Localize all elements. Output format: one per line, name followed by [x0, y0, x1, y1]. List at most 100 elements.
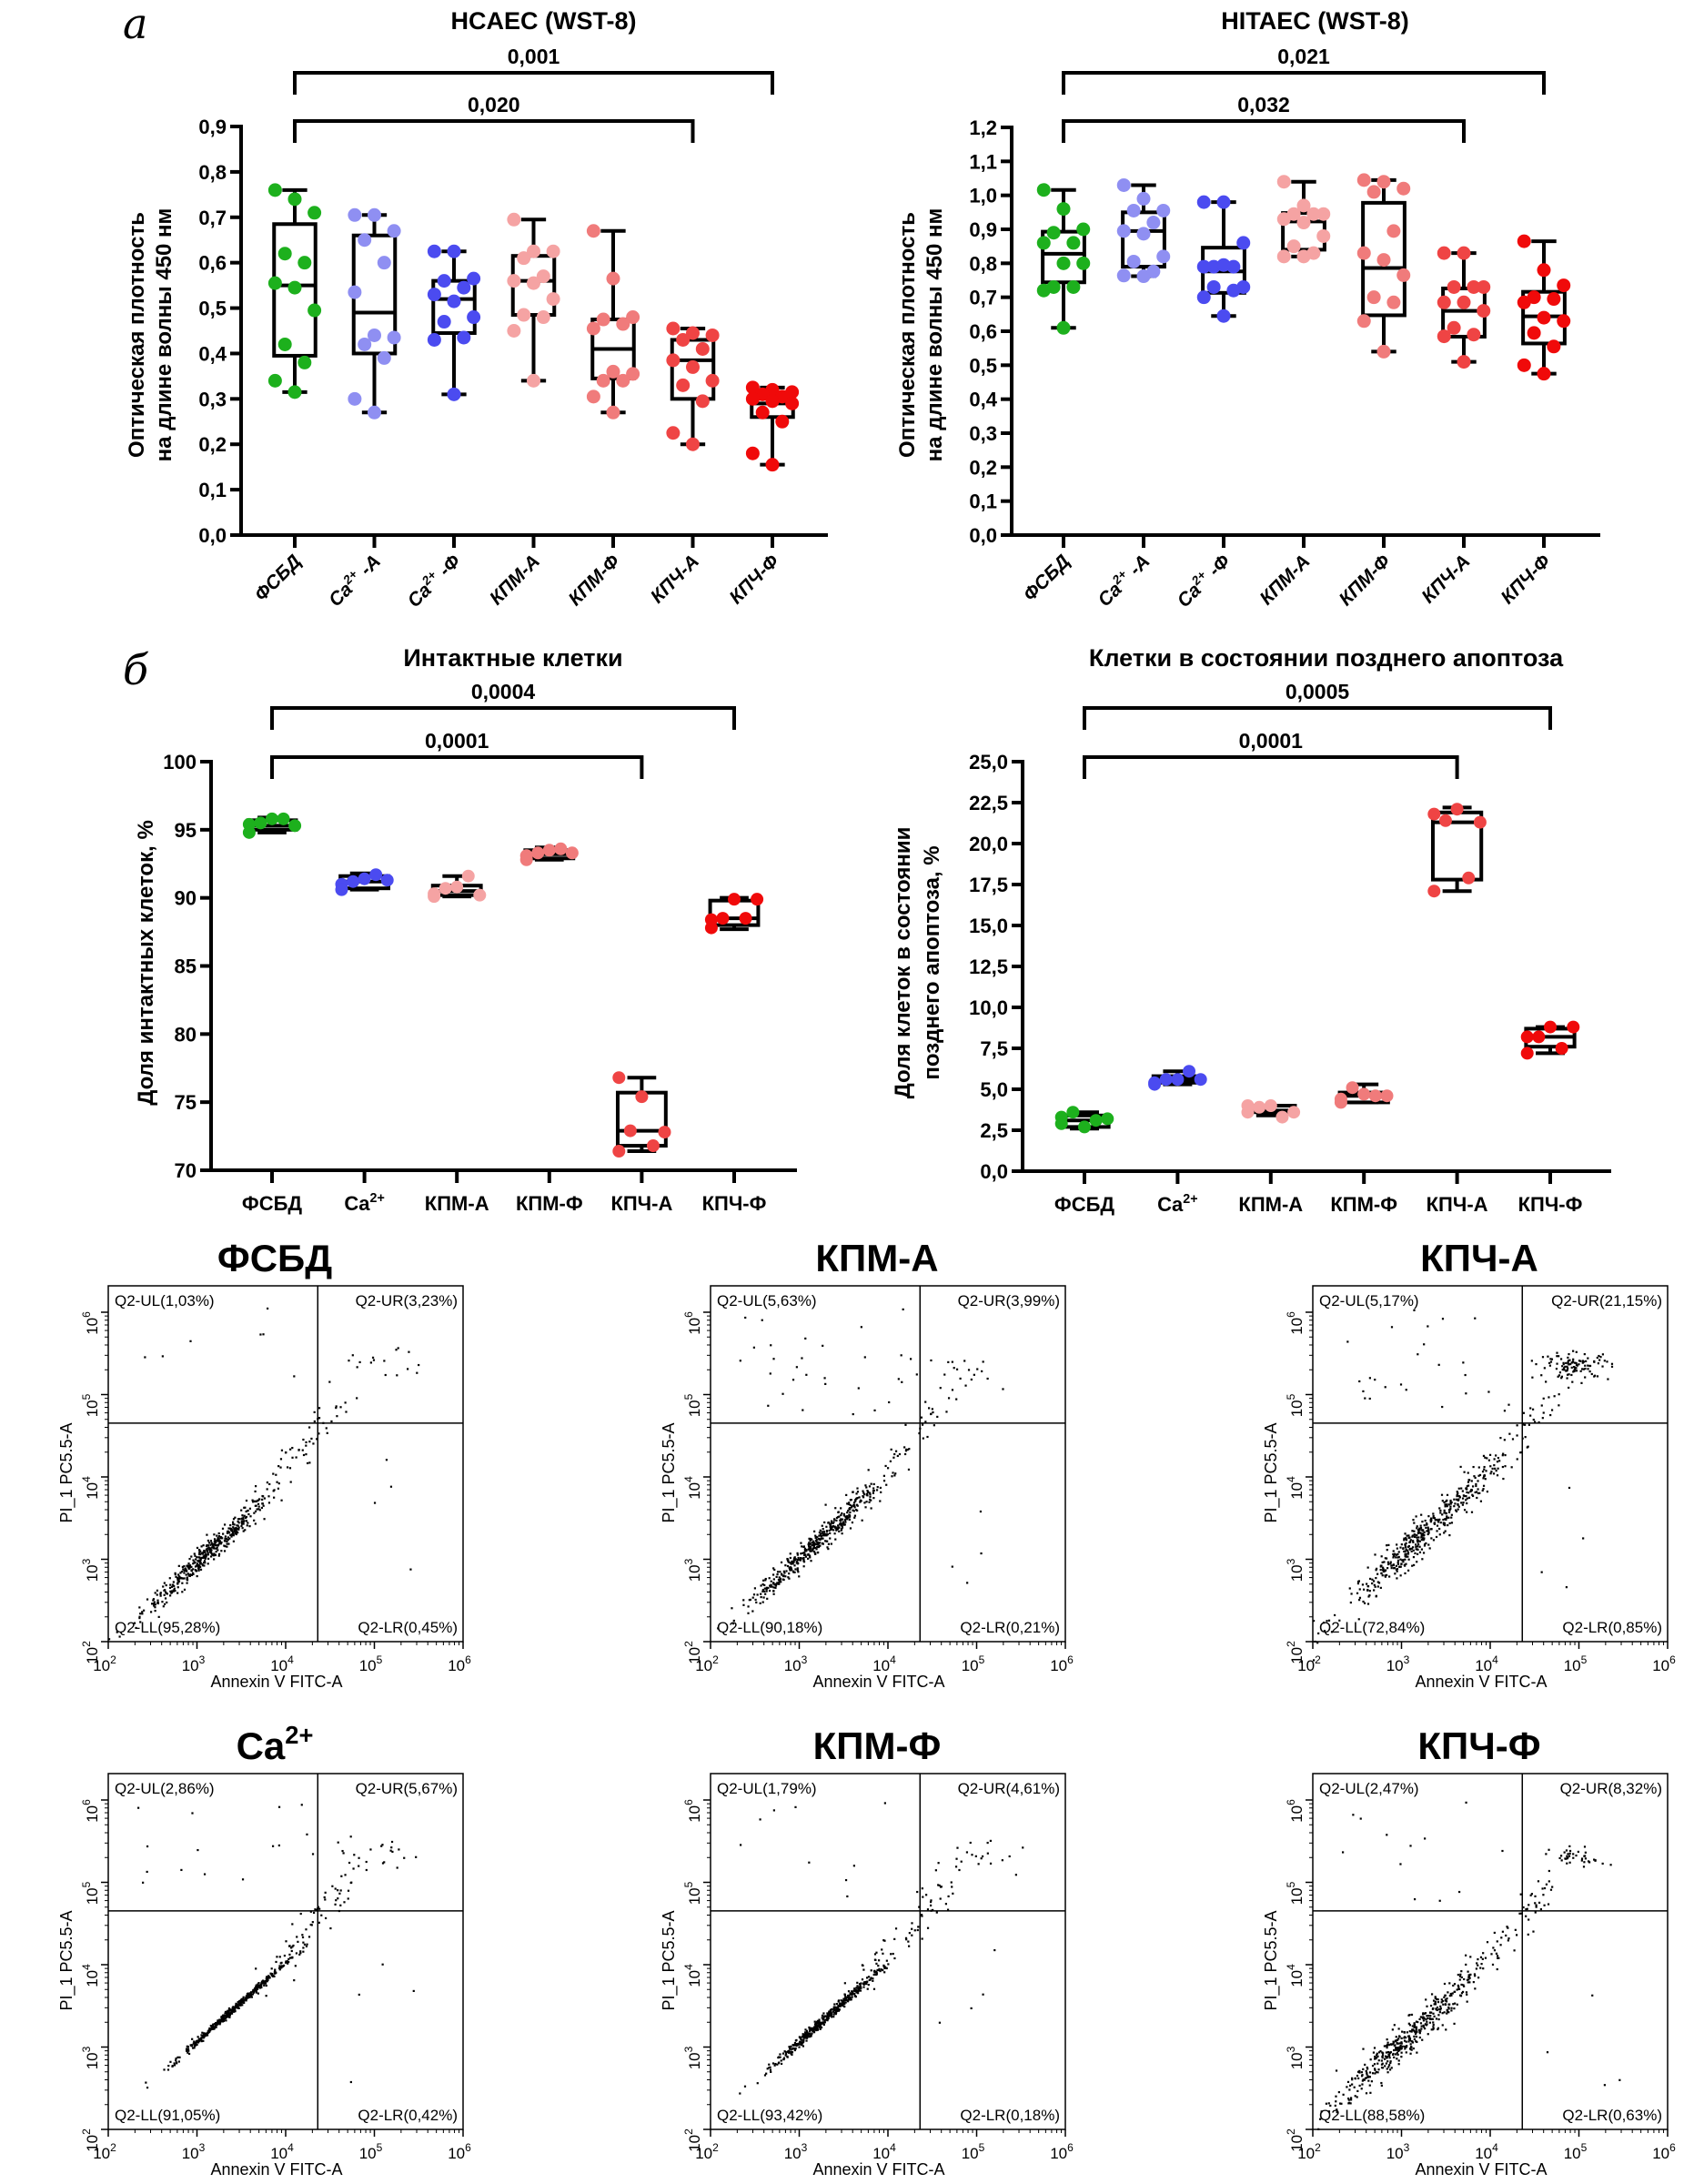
x-tick-label: 106 — [1652, 1653, 1676, 1674]
event-dot — [380, 1845, 383, 1847]
y-tick-label: 102 — [1285, 2128, 1306, 2152]
event-dot — [768, 2063, 771, 2066]
event-dot — [196, 1546, 199, 1550]
event-dot — [1415, 2028, 1417, 2031]
event-dot — [133, 1622, 136, 1624]
tick-exponent: 5 — [1285, 1881, 1297, 1887]
tick-exponent: 2 — [1315, 2141, 1321, 2154]
event-dot — [1584, 1367, 1587, 1370]
event-dot — [1439, 1512, 1442, 1514]
event-dot — [794, 1568, 797, 1571]
event-dot — [880, 1968, 883, 1971]
event-dot — [800, 1552, 802, 1555]
event-dot — [1428, 2017, 1431, 2020]
event-dot — [832, 2013, 835, 2016]
event-dot — [1572, 1856, 1575, 1859]
event-dot — [1380, 1564, 1383, 1567]
event-dot — [227, 1527, 230, 1530]
event-dot — [1429, 2004, 1433, 2007]
event-dot — [768, 1589, 771, 1592]
event-dot — [245, 1510, 247, 1513]
event-dot — [804, 1555, 807, 1558]
data-point — [1194, 1073, 1207, 1087]
event-dot — [259, 1983, 262, 1987]
event-dot — [1606, 1360, 1608, 1363]
event-dot — [1356, 2074, 1359, 2078]
event-dot — [822, 2023, 825, 2026]
event-dot — [1543, 1904, 1546, 1906]
event-dot — [1448, 1522, 1451, 1525]
event-dot — [1507, 1926, 1509, 1929]
quadrant-ul-label: Q2-UL(5,63%) — [717, 1292, 817, 1309]
event-dot — [1434, 2000, 1437, 2003]
event-dot — [1503, 1410, 1507, 1412]
event-dot — [944, 1903, 948, 1906]
data-point — [666, 321, 681, 336]
event-dot — [275, 1960, 277, 1964]
event-dot — [1396, 1570, 1398, 1572]
box-2 — [348, 207, 401, 420]
event-dot — [213, 1552, 216, 1555]
event-dot — [260, 1986, 263, 1989]
event-dot — [185, 2048, 188, 2050]
event-dot — [1578, 1360, 1581, 1362]
event-dot — [856, 1981, 859, 1984]
event-dot — [986, 1852, 989, 1855]
tick-base: 10 — [1288, 1805, 1306, 1823]
event-dot — [262, 1980, 266, 1983]
tick-exponent: 3 — [682, 1558, 695, 1564]
event-dot — [786, 2055, 789, 2058]
tick-exponent: 6 — [1285, 1311, 1297, 1318]
data-point — [1517, 358, 1531, 372]
x-tick-label: 102 — [695, 2141, 719, 2162]
event-dot — [1441, 1318, 1445, 1320]
event-dot — [1429, 1519, 1432, 1522]
event-dot — [1349, 2098, 1353, 2101]
event-dot — [1584, 1851, 1587, 1854]
event-dot — [873, 1953, 877, 1956]
event-dot — [186, 1564, 188, 1567]
event-dot — [242, 1516, 245, 1519]
tick-exponent: 2 — [110, 2141, 116, 2154]
event-dot — [816, 1545, 819, 1549]
data-point — [765, 394, 780, 409]
event-dot — [194, 1565, 197, 1568]
event-dot — [247, 1509, 249, 1512]
event-dot — [187, 1567, 190, 1571]
plot-title-text: ФСБД — [217, 1237, 332, 1279]
x-tick-label: 103 — [1386, 1653, 1410, 1674]
event-dot — [295, 1952, 298, 1955]
event-dot — [254, 1522, 257, 1525]
event-dot — [804, 2032, 807, 2035]
event-dot — [1515, 1934, 1518, 1936]
event-dot — [189, 1573, 192, 1576]
tick-exponent: 5 — [979, 2141, 985, 2154]
event-dot — [208, 1551, 212, 1553]
event-dot — [389, 1849, 392, 1852]
box-1 — [1054, 1106, 1114, 1134]
event-dot — [191, 1812, 194, 1815]
data-point — [1216, 308, 1231, 323]
event-dot — [1396, 1562, 1400, 1565]
event-dot — [967, 1369, 971, 1371]
event-dot — [190, 1570, 193, 1572]
event-dot — [348, 1861, 351, 1865]
event-dot — [302, 1438, 305, 1441]
event-dot — [839, 1520, 842, 1522]
event-dot — [826, 2019, 829, 2022]
event-dot — [215, 2026, 217, 2028]
y-tick-label: 0,9 — [198, 116, 227, 138]
event-dot — [1477, 1957, 1479, 1961]
event-dot — [1414, 1535, 1417, 1538]
event-dot — [337, 1889, 339, 1892]
event-dot — [835, 2003, 839, 2006]
event-dot — [208, 2027, 211, 2030]
tick-base: 10 — [1288, 1318, 1306, 1335]
event-dot — [837, 1526, 840, 1530]
event-dot — [296, 1936, 298, 1938]
tick-exponent: 3 — [80, 1558, 93, 1564]
event-dot — [234, 2006, 237, 2008]
event-dot — [227, 1538, 229, 1542]
event-dot — [802, 2045, 805, 2048]
event-dot — [180, 1868, 183, 1872]
